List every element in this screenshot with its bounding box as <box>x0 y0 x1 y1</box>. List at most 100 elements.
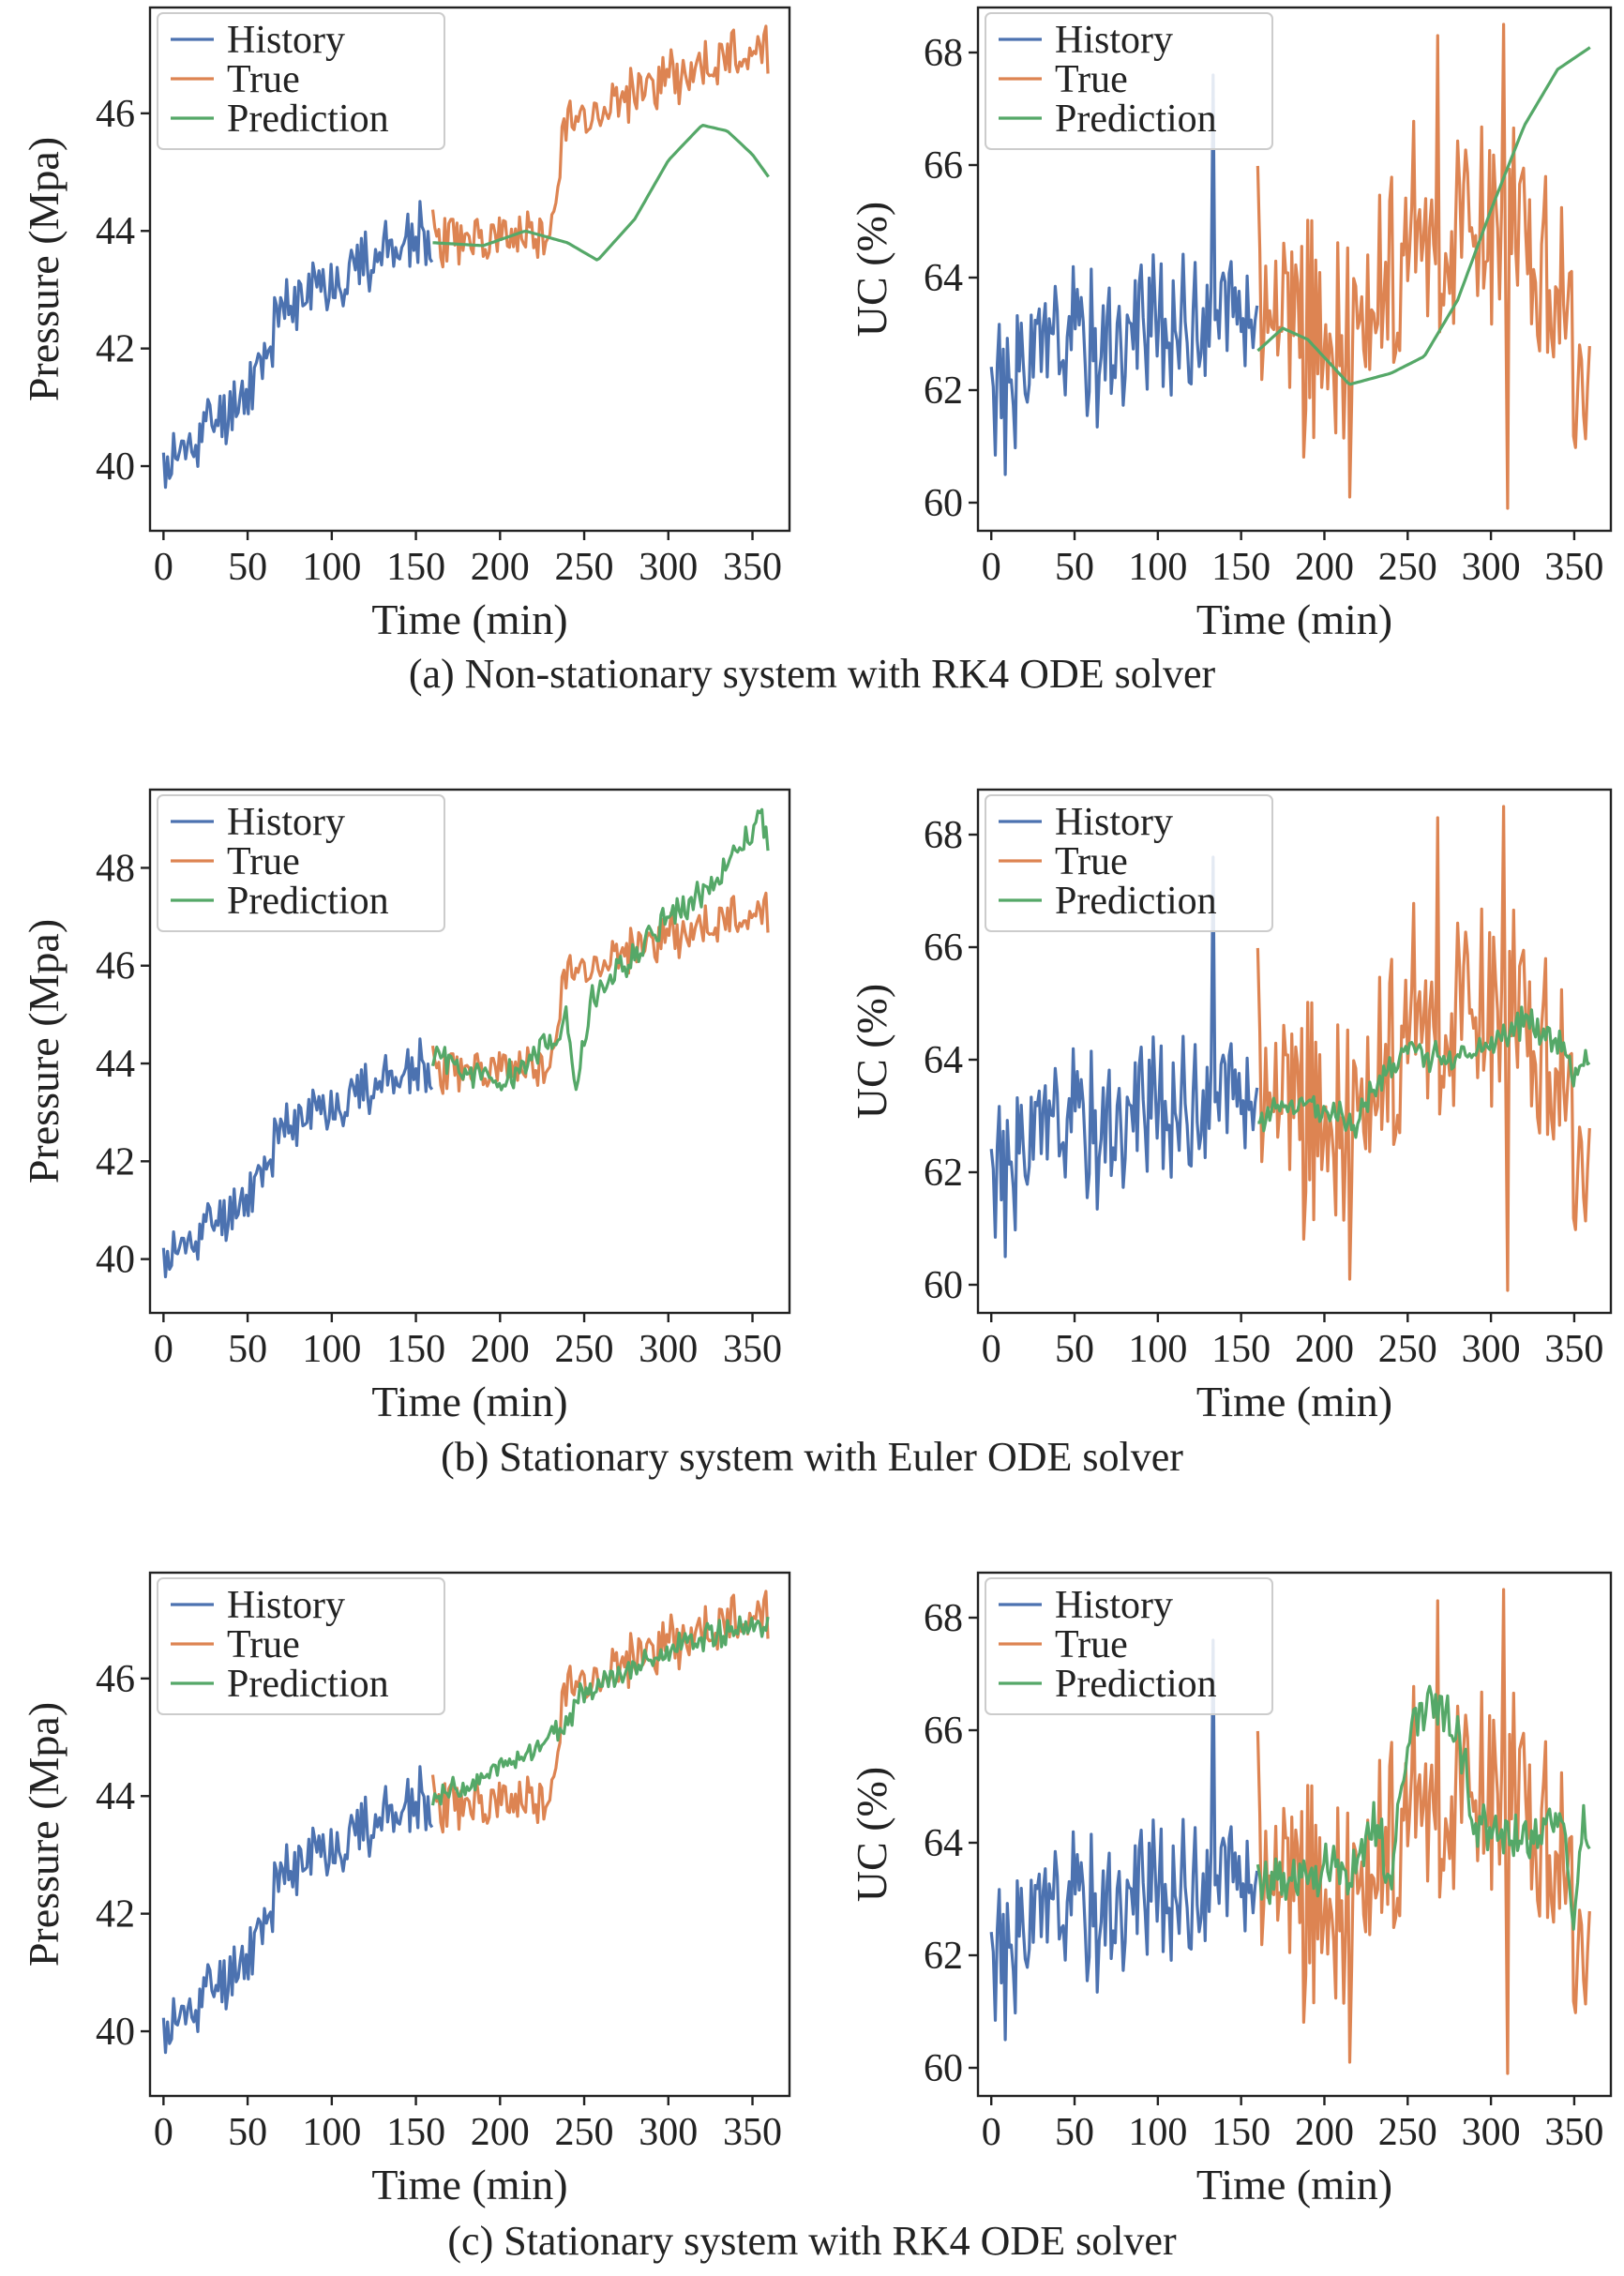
y-axis-label: Pressure (Mpa) <box>20 137 68 401</box>
x-tick-label: 250 <box>1378 546 1437 589</box>
y-tick-label: 46 <box>96 1658 135 1701</box>
x-axis-label: Time (min) <box>371 2161 567 2208</box>
x-tick-label: 350 <box>1544 546 1603 589</box>
y-tick-label: 40 <box>96 2011 135 2054</box>
y-tick-label: 60 <box>924 2047 963 2090</box>
y-tick-label: 66 <box>924 1710 963 1753</box>
x-tick-label: 50 <box>228 546 267 589</box>
legend-box <box>157 12 445 150</box>
x-tick-label: 100 <box>1128 546 1187 589</box>
series-line-true <box>1256 23 1591 510</box>
y-tick-label: 64 <box>924 1039 963 1082</box>
x-tick-label: 300 <box>1462 2111 1521 2154</box>
y-axis-label: Pressure (Mpa) <box>20 1702 68 1967</box>
x-tick-label: 0 <box>154 1328 173 1371</box>
y-tick-label: 68 <box>924 32 963 75</box>
legend-box <box>985 1577 1273 1715</box>
x-tick-label: 350 <box>723 1328 782 1371</box>
caption-c: (c) Stationary system with RK4 ODE solve… <box>447 2218 1177 2264</box>
x-tick-label: 0 <box>982 1328 1001 1371</box>
y-axis-label: Pressure (Mpa) <box>20 919 68 1183</box>
x-tick-label: 200 <box>1295 2111 1354 2154</box>
y-tick-label: 62 <box>924 1152 963 1195</box>
legend-label-true: True <box>1055 58 1128 101</box>
series-line-history <box>161 1765 434 2055</box>
y-tick-label: 44 <box>96 210 135 253</box>
y-tick-label: 42 <box>96 328 135 371</box>
legend-label-history: History <box>227 801 345 844</box>
x-axis-label: Time (min) <box>371 1378 567 1425</box>
chart-b_uc: 0 50 100 150 200 250 300 350 60 62 64 66 68 Time (min… <box>848 788 1613 1425</box>
x-tick-label: 250 <box>555 546 614 589</box>
chart-a_pressure: 0 50 100 150 200 250 300 350 40 42 44 46 Time (min) P… <box>20 6 791 643</box>
series-line-prediction <box>430 1615 770 1806</box>
y-tick-label: 66 <box>924 927 963 970</box>
series-line-true <box>430 24 770 269</box>
x-tick-label: 250 <box>555 2111 614 2154</box>
x-tick-label: 250 <box>555 1328 614 1371</box>
x-tick-label: 50 <box>1055 2111 1094 2154</box>
y-tick-label: 68 <box>924 814 963 857</box>
y-tick-label: 64 <box>924 1822 963 1865</box>
x-tick-label: 50 <box>228 2111 267 2154</box>
chart-c_pressure: 0 50 100 150 200 250 300 350 40 42 44 46 Time (min) P… <box>20 1571 791 2208</box>
legend-box <box>157 794 445 932</box>
y-tick-label: 68 <box>924 1597 963 1640</box>
y-tick-label: 44 <box>96 1775 135 1818</box>
plot-frame <box>148 1571 791 2098</box>
y-tick-label: 62 <box>924 1935 963 1978</box>
x-tick-label: 250 <box>1378 2111 1437 2154</box>
y-tick-label: 42 <box>96 1140 135 1183</box>
x-tick-label: 300 <box>639 2111 698 2154</box>
x-tick-label: 350 <box>1544 2111 1603 2154</box>
legend-label-prediction: Prediction <box>227 98 389 141</box>
legend-box <box>985 794 1273 932</box>
y-tick-label: 44 <box>96 1043 135 1086</box>
x-tick-label: 100 <box>302 546 361 589</box>
x-tick-label: 150 <box>386 2111 445 2154</box>
series-line-prediction <box>430 807 770 1092</box>
plot-frame <box>148 6 791 533</box>
x-axis-label: Time (min) <box>371 595 567 643</box>
x-tick-label: 250 <box>1378 1328 1437 1371</box>
x-tick-label: 0 <box>154 546 173 589</box>
plot-frame <box>976 1571 1613 2098</box>
series-line-history <box>161 200 434 490</box>
x-tick-label: 100 <box>1128 1328 1187 1371</box>
plot-frame <box>976 788 1613 1315</box>
x-tick-label: 150 <box>386 1328 445 1371</box>
legend-label-history: History <box>1055 801 1173 844</box>
y-tick-label: 46 <box>96 945 135 988</box>
x-tick-label: 300 <box>639 546 698 589</box>
y-axis-label: UC (%) <box>848 1767 895 1902</box>
legend-label-history: History <box>1055 19 1173 62</box>
x-tick-label: 150 <box>1211 546 1271 589</box>
legend-label-prediction: Prediction <box>1055 1663 1217 1706</box>
legend-label-true: True <box>227 1623 300 1666</box>
series-line-prediction <box>432 124 770 262</box>
y-tick-label: 40 <box>96 445 135 489</box>
series-line-true <box>1256 1588 1591 2075</box>
y-axis-label: UC (%) <box>848 202 895 337</box>
x-tick-label: 50 <box>1055 1328 1094 1371</box>
x-tick-label: 350 <box>1544 1328 1603 1371</box>
x-tick-label: 100 <box>302 1328 361 1371</box>
x-tick-label: 50 <box>228 1328 267 1371</box>
legend-label-prediction: Prediction <box>227 880 389 923</box>
series-line-prediction <box>1256 46 1591 386</box>
y-tick-label: 42 <box>96 1893 135 1937</box>
legend-label-history: History <box>1055 1584 1173 1627</box>
y-tick-label: 60 <box>924 482 963 525</box>
x-tick-label: 150 <box>1211 2111 1271 2154</box>
x-tick-label: 200 <box>471 1328 530 1371</box>
caption-b: (b) Stationary system with Euler ODE sol… <box>441 1434 1183 1480</box>
y-tick-label: 40 <box>96 1239 135 1282</box>
x-tick-label: 50 <box>1055 546 1094 589</box>
x-tick-label: 200 <box>1295 1328 1354 1371</box>
series-line-true <box>430 891 770 1095</box>
x-axis-label: Time (min) <box>1196 1378 1392 1425</box>
